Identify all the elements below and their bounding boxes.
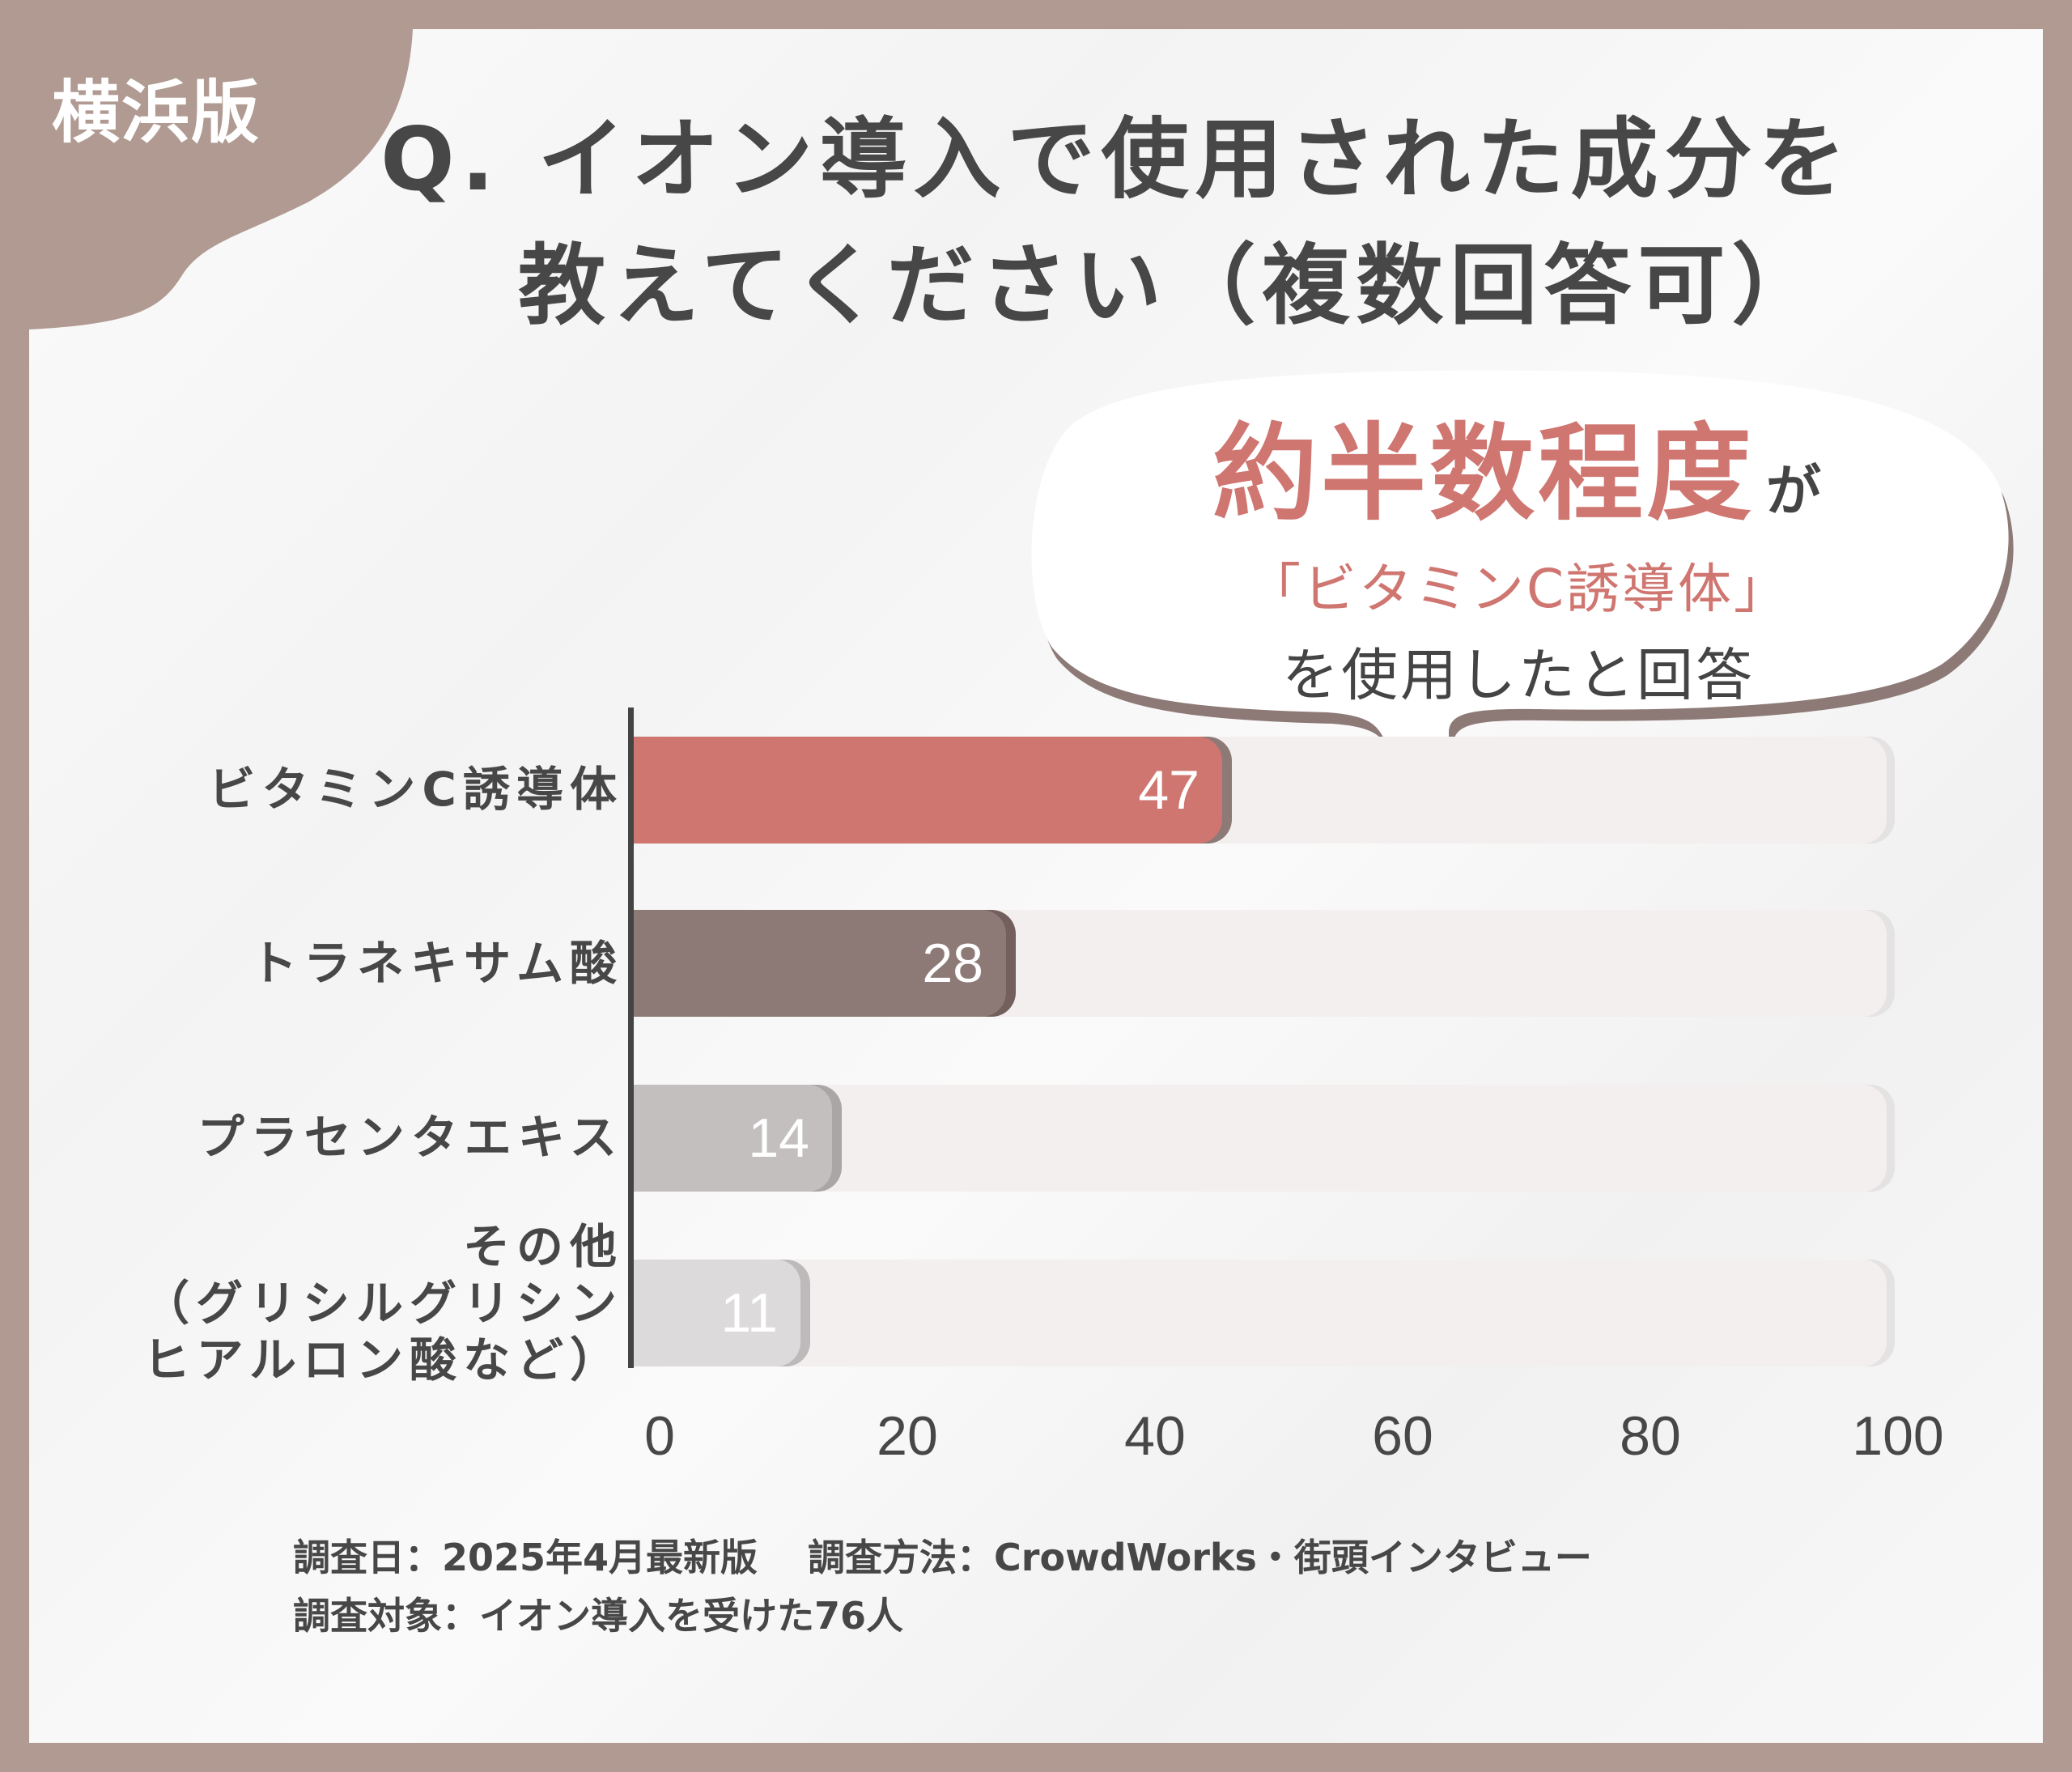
x-tick-label: 20 (877, 1405, 938, 1467)
bar-tranexamic-acid: 28 (634, 910, 1006, 1017)
bar-value-label: 11 (720, 1282, 778, 1344)
category-label-text: ビタミンC誘導体 (208, 762, 623, 817)
category-label: プラセンタエキス (197, 1109, 623, 1166)
x-tick-label: 100 (1852, 1405, 1944, 1467)
category-label-text: ヒアルロン酸など） (142, 1332, 623, 1387)
bar-track (634, 1085, 1887, 1192)
category-label: トラネキサム酸 (250, 935, 623, 992)
x-tick-label: 40 (1124, 1405, 1186, 1467)
corner-blob-decoration (0, 0, 413, 364)
title-line-1: Q. イオン導入で使用された成分を (380, 109, 1853, 210)
category-label-text: （グリシルグリシン (142, 1276, 623, 1331)
category-label-text: トラネキサム酸 (250, 936, 623, 991)
category-label: ビタミンC誘導体 (208, 761, 623, 818)
x-tick-label: 60 (1372, 1405, 1433, 1467)
bar-track (634, 1260, 1887, 1366)
title-line-2: 教えてください（複数回答可） (518, 236, 1826, 337)
callout-conclusion: を使用したと回答 (1282, 642, 1755, 708)
y-axis-line (628, 708, 634, 1368)
edition-badge: 横浜版 (52, 73, 261, 152)
x-tick-label: 0 (644, 1405, 675, 1467)
bar-value-label: 47 (1138, 759, 1199, 821)
infographic-panel (29, 29, 2043, 1743)
category-label-text: プラセンタエキス (197, 1110, 623, 1165)
bar-value-label: 14 (748, 1107, 809, 1169)
x-tick-label: 80 (1620, 1405, 1681, 1467)
category-label: その他 （グリシルグリシン ヒアルロン酸など） (142, 1218, 623, 1388)
survey-date-method: 調査日：2025年4月最新版 調査方法：CrowdWorks・街頭インタビュー (293, 1536, 1592, 1579)
page-title: Q. イオン導入で使用された成分を 教えてください（複数回答可） (380, 97, 1999, 350)
callout-highlight: 「ビタミンC誘導体」 (1246, 558, 1790, 620)
bar-other: 11 (634, 1260, 800, 1366)
bar-value-label: 28 (922, 933, 983, 994)
survey-target: 調査対象：イオン導入を受けた76人 (293, 1594, 904, 1638)
bar-placenta-extract: 14 (634, 1085, 832, 1192)
bar-vitamin-c-derivative: 47 (634, 737, 1222, 844)
callout-headline: 約半数程度が (1033, 389, 2004, 541)
survey-footnote: 調査日：2025年4月最新版 調査方法：CrowdWorks・街頭インタビュー … (293, 1528, 1592, 1645)
category-label-text: その他 (462, 1219, 623, 1274)
callout-text: 約半数程度が 「ビタミンC誘導体」 を使用したと回答 (1033, 389, 2004, 712)
callout-headline-suffix: が (1766, 460, 1825, 524)
callout-headline-emphasis: 約半数程度 (1212, 412, 1755, 535)
